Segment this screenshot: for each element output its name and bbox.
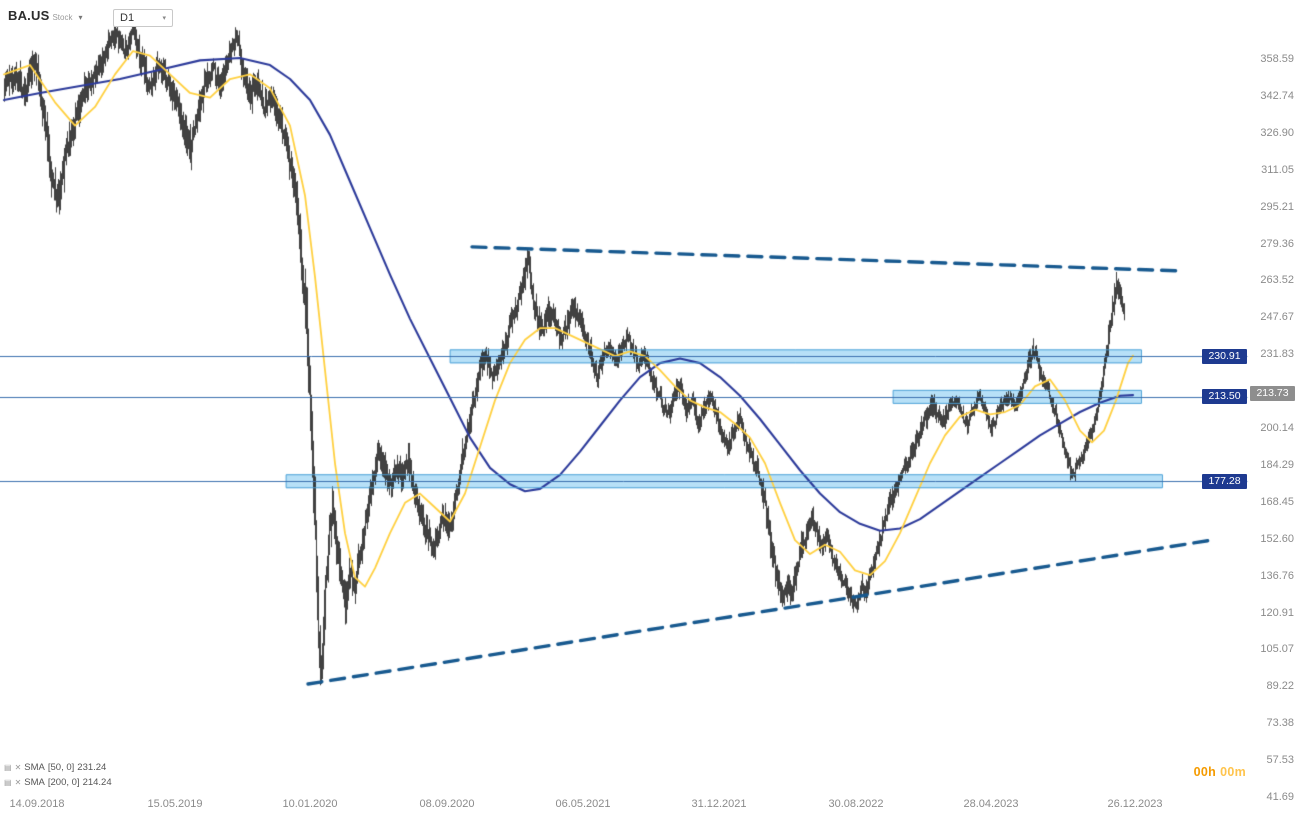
price-axis-label: 152.60 bbox=[1260, 532, 1294, 545]
price-axis-label: 358.59 bbox=[1260, 53, 1294, 65]
candle-countdown-timer: 00h 00m bbox=[1150, 765, 1246, 779]
price-axis-label: 263.52 bbox=[1260, 274, 1294, 287]
symbol-dropdown-caret-icon[interactable]: ▾ bbox=[78, 13, 83, 22]
indicator-remove-icon[interactable]: ✕ bbox=[14, 762, 22, 772]
countdown-minutes: 00m bbox=[1220, 765, 1246, 779]
price-axis-label: 200.14 bbox=[1260, 422, 1294, 434]
date-axis-label: 30.08.2022 bbox=[828, 798, 884, 810]
date-axis-label: 28.04.2023 bbox=[963, 798, 1019, 810]
indicator-legend: ▤ ✕ SMA [50, 0] 231.24 ▤ ✕ SMA [200, 0] … bbox=[4, 760, 112, 790]
price-axis-label: 89.22 bbox=[1266, 680, 1294, 693]
indicator-value: 214.24 bbox=[82, 777, 112, 788]
price-axis-label: 311.05 bbox=[1261, 163, 1294, 176]
date-axis-label: 10.01.2020 bbox=[282, 798, 338, 810]
level-price-badge: 177.28 bbox=[1202, 473, 1247, 489]
indicator-name: SMA bbox=[24, 762, 45, 773]
price-axis-label: 247.67 bbox=[1260, 311, 1294, 324]
indicator-value: 231.24 bbox=[77, 762, 107, 773]
indicator-name: SMA bbox=[24, 777, 45, 788]
chevron-down-icon: ▾ bbox=[162, 15, 166, 22]
countdown-hours: 00h bbox=[1193, 765, 1217, 779]
date-axis-label: 31.12.2021 bbox=[691, 798, 747, 810]
price-axis-label: 295.21 bbox=[1260, 200, 1294, 213]
price-axis-label: 73.38 bbox=[1266, 717, 1294, 730]
current-price-badge: 213.73 bbox=[1250, 385, 1295, 401]
price-axis-label: 120.91 bbox=[1260, 606, 1294, 619]
indicator-params: [50, 0] bbox=[47, 762, 75, 773]
date-axis-label: 06.05.2021 bbox=[555, 798, 611, 810]
timeframe-value: D1 bbox=[120, 12, 135, 24]
price-axis-label: 41.69 bbox=[1266, 791, 1294, 803]
price-axis-label: 57.53 bbox=[1266, 754, 1294, 767]
price-axis-label: 279.36 bbox=[1260, 237, 1294, 250]
instrument-type-label: Stock bbox=[52, 13, 73, 22]
level-price-badge: 213.50 bbox=[1202, 389, 1247, 405]
price-axis-label: 168.45 bbox=[1260, 495, 1294, 508]
date-axis-label: 26.12.2023 bbox=[1107, 798, 1163, 810]
price-axis-label: 184.29 bbox=[1260, 458, 1294, 471]
date-axis-label: 15.05.2019 bbox=[147, 798, 203, 810]
price-axis-label: 231.83 bbox=[1260, 348, 1294, 361]
date-axis-label: 08.09.2020 bbox=[419, 798, 475, 810]
timeframe-select[interactable]: D1 ▾ bbox=[113, 9, 173, 27]
indicator-row-sma200: ▤ ✕ SMA [200, 0] 214.24 bbox=[4, 775, 112, 790]
price-axis-label: 326.90 bbox=[1260, 126, 1294, 139]
price-axis-label: 105.07 bbox=[1260, 643, 1294, 656]
indicator-settings-icon[interactable]: ▤ bbox=[4, 777, 12, 787]
symbol-name: BA.US bbox=[8, 8, 50, 23]
indicator-params: [200, 0] bbox=[47, 777, 80, 788]
symbol-header[interactable]: BA.US Stock ▾ bbox=[8, 8, 82, 23]
level-price-badge: 230.91 bbox=[1202, 348, 1247, 364]
price-axis-label: 136.76 bbox=[1260, 569, 1294, 582]
price-axis-label: 342.74 bbox=[1260, 89, 1294, 102]
date-axis-label: 14.09.2018 bbox=[9, 798, 65, 810]
indicator-remove-icon[interactable]: ✕ bbox=[14, 777, 22, 787]
indicator-row-sma50: ▤ ✕ SMA [50, 0] 231.24 bbox=[4, 760, 112, 775]
indicator-settings-icon[interactable]: ▤ bbox=[4, 762, 12, 772]
